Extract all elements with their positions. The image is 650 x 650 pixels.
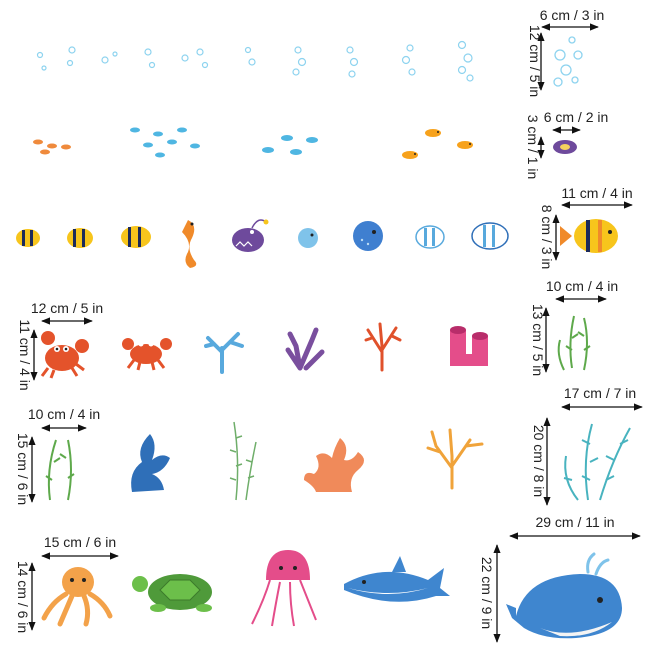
tube-sponge-pink [450,326,488,366]
octopus [41,567,113,627]
seaweed-large-sample [563,423,631,501]
bubbles-height-label: 12 cm / 5 in [527,25,543,97]
butterfly-fish-1 [16,229,40,247]
whale-dimension: 29 cm / 11 in 22 cm / 9 in [479,514,641,643]
angelfish-small [415,225,445,249]
seaweed-small-sample [557,315,591,371]
coral-orange [304,438,364,492]
seaweed-small-dimension: 10 cm / 4 in 13 cm / 5 in [530,278,618,376]
butterfly-fish-2 [67,228,93,248]
small-fish-row [33,127,473,159]
crab-dimension: 12 cm / 5 in 11 cm / 4 in [17,300,103,391]
anglerfish [232,219,269,252]
shark [344,556,450,602]
seaweed-width-label: 10 cm / 4 in [28,406,100,422]
yellow-fish-height-label: 8 cm / 3 in [539,205,555,270]
coral-red [364,322,402,372]
turtle [132,574,212,612]
seaweed-large-height-label: 20 cm / 8 in [531,425,547,497]
crab-height-label: 11 cm / 4 in [17,319,33,390]
seaweed-large-width-label: 17 cm / 7 in [564,385,636,401]
jellyfish [251,550,317,627]
angelfish-large [471,222,509,250]
seaweed-large-dimension: 17 cm / 7 in 20 cm / 8 in [531,385,643,506]
shell-height-label: 3 cm / 1 in [525,115,541,180]
coral-purple [285,327,325,371]
pufferfish-small [298,228,318,248]
whale [506,552,622,639]
coral-blue [204,332,244,374]
butterfly-fish-3 [121,226,151,248]
pufferfish-large [353,221,383,251]
shell-width-label: 6 cm / 2 in [544,109,609,125]
seaweed-fern [229,421,257,501]
whale-height-label: 22 cm / 9 in [479,557,495,629]
octopus-width-label: 15 cm / 6 in [44,534,116,550]
seaweed-dimension: 10 cm / 4 in 15 cm / 6 in [15,406,100,505]
bubble-cluster-row [36,40,474,82]
seahorse [182,220,197,268]
whale-width-label: 29 cm / 11 in [535,514,614,530]
crab-small [122,338,172,371]
crab-width-label: 12 cm / 5 in [31,300,103,316]
coral-yellow-tree [426,428,484,490]
yellow-fish-sample [560,219,618,253]
seaweed-height-label: 15 cm / 6 in [15,433,31,505]
seaweed-small-height-label: 13 cm / 5 in [530,304,546,376]
yellow-fish-width-label: 11 cm / 4 in [561,185,632,201]
bubbles-dimension: 6 cm / 3 in 12 cm / 5 in [527,7,604,97]
bubbles-width-label: 6 cm / 3 in [540,7,605,23]
bubbles-sample [553,36,583,87]
fish-row [16,219,509,268]
seaweed-small-width-label: 10 cm / 4 in [546,278,618,294]
crab-large [40,331,89,379]
seaweed-green [45,439,75,501]
octopus-dimension: 15 cm / 6 in 14 cm / 6 in [15,534,119,633]
shell-dimension: 6 cm / 2 in 3 cm / 1 in [525,109,608,179]
yellow-fish-dimension: 11 cm / 4 in 8 cm / 3 in [539,185,633,269]
shell-sample [553,140,577,154]
octopus-height-label: 14 cm / 6 in [15,561,31,633]
coral-blue-large [131,434,170,492]
